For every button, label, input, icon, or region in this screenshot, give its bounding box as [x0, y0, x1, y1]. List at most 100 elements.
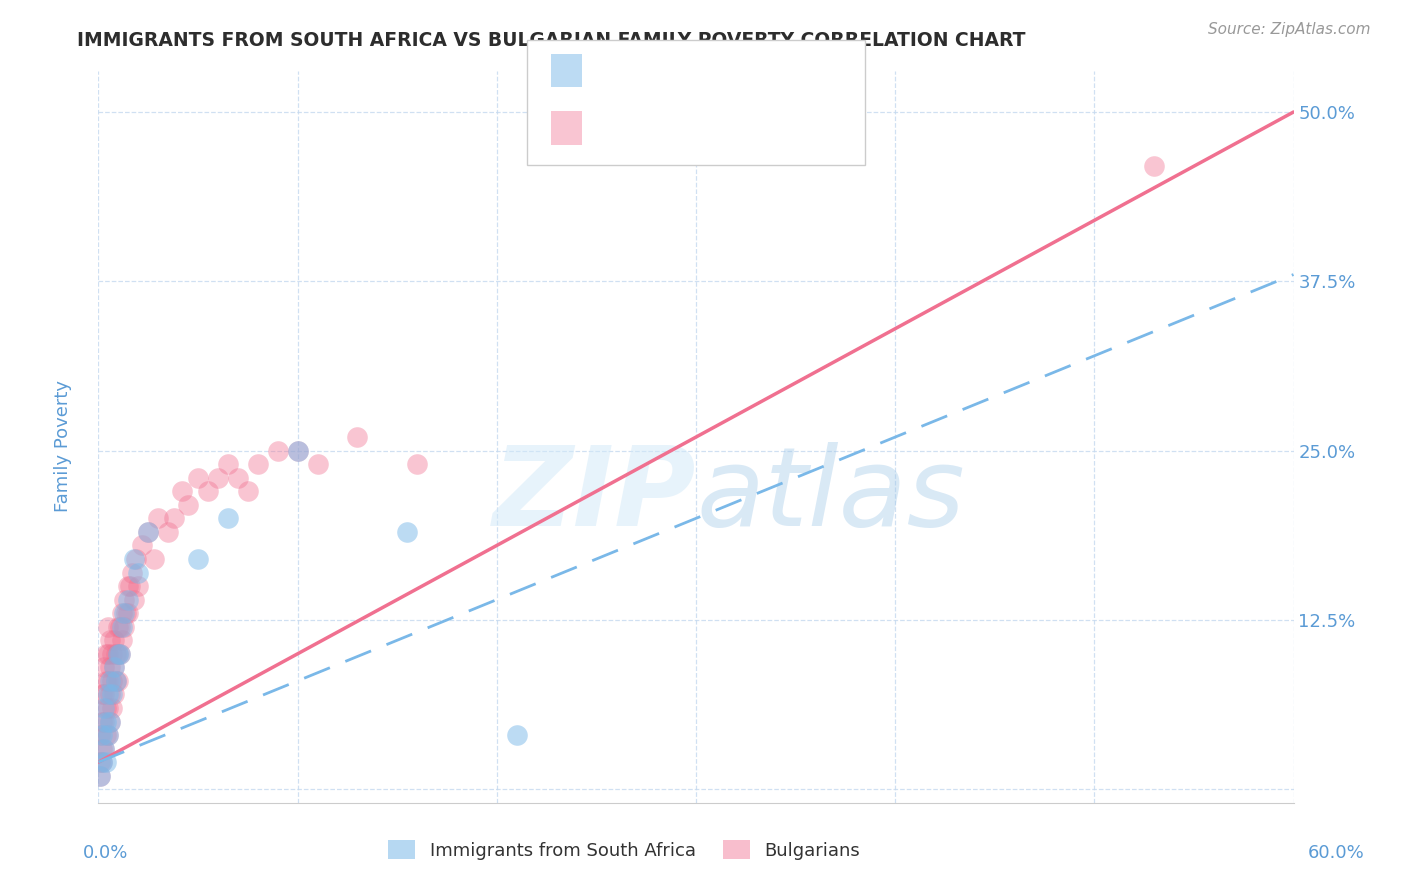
Point — [96, 647, 118, 661]
Point — [187, 552, 209, 566]
Point — [110, 620, 132, 634]
Point — [103, 660, 125, 674]
Point — [98, 688, 122, 702]
Point — [120, 579, 142, 593]
Point — [112, 606, 135, 620]
Point — [396, 524, 419, 539]
Point — [98, 633, 122, 648]
Point — [125, 552, 148, 566]
Point — [89, 728, 111, 742]
Point — [93, 741, 115, 756]
Point — [89, 769, 111, 783]
Point — [98, 673, 122, 688]
Point — [91, 728, 114, 742]
Text: Source: ZipAtlas.com: Source: ZipAtlas.com — [1208, 22, 1371, 37]
Point — [111, 606, 134, 620]
Point — [207, 471, 229, 485]
Point — [187, 471, 209, 485]
Point — [105, 673, 128, 688]
Point — [112, 592, 135, 607]
Point — [93, 714, 115, 729]
Point — [127, 566, 149, 580]
Point — [89, 755, 111, 769]
Point — [226, 471, 249, 485]
Point — [97, 688, 120, 702]
Point — [124, 552, 146, 566]
Point — [267, 443, 290, 458]
Point — [96, 728, 118, 742]
Text: 0.0%: 0.0% — [83, 844, 128, 862]
Point — [107, 673, 129, 688]
Point — [197, 484, 219, 499]
Text: ZIP: ZIP — [492, 442, 696, 549]
Point — [101, 647, 124, 661]
Point — [112, 620, 135, 634]
Point — [93, 660, 115, 674]
Point — [98, 714, 122, 729]
Point — [346, 430, 368, 444]
Text: R = 0.647    N = 27: R = 0.647 N = 27 — [593, 61, 797, 80]
Point — [96, 673, 118, 688]
Point — [98, 660, 122, 674]
Legend: Immigrants from South Africa, Bulgarians: Immigrants from South Africa, Bulgarians — [381, 833, 868, 867]
Point — [110, 647, 132, 661]
Point — [115, 606, 138, 620]
Point — [1143, 159, 1166, 173]
Point — [101, 673, 124, 688]
Point — [105, 647, 128, 661]
Point — [217, 511, 239, 525]
Point — [97, 673, 120, 688]
Point — [97, 647, 120, 661]
Point — [97, 620, 120, 634]
Point — [287, 443, 309, 458]
Text: atlas: atlas — [696, 442, 965, 549]
Point — [246, 457, 269, 471]
Point — [93, 741, 115, 756]
Point — [91, 755, 114, 769]
Point — [117, 592, 139, 607]
Point — [103, 660, 125, 674]
Point — [101, 688, 124, 702]
Text: Family Poverty: Family Poverty — [55, 380, 72, 512]
Point — [110, 647, 132, 661]
Point — [307, 457, 329, 471]
Point — [177, 498, 200, 512]
Point — [91, 741, 114, 756]
Point — [172, 484, 194, 499]
Point — [97, 701, 120, 715]
Point — [124, 592, 146, 607]
Point — [506, 728, 529, 742]
Point — [93, 701, 115, 715]
Point — [97, 728, 120, 742]
Point — [91, 688, 114, 702]
Point — [148, 511, 170, 525]
Point — [217, 457, 239, 471]
Text: IMMIGRANTS FROM SOUTH AFRICA VS BULGARIAN FAMILY POVERTY CORRELATION CHART: IMMIGRANTS FROM SOUTH AFRICA VS BULGARIA… — [77, 31, 1026, 50]
Point — [117, 606, 139, 620]
Point — [89, 769, 111, 783]
Point — [103, 633, 125, 648]
Text: 60.0%: 60.0% — [1308, 844, 1364, 862]
Point — [93, 688, 115, 702]
Text: R = 0.798    N = 70: R = 0.798 N = 70 — [593, 118, 797, 137]
Point — [143, 552, 166, 566]
Point — [111, 620, 134, 634]
Point — [287, 443, 309, 458]
Point — [406, 457, 429, 471]
Point — [97, 728, 120, 742]
Point — [101, 701, 124, 715]
Point — [107, 647, 129, 661]
Point — [103, 688, 125, 702]
Point — [136, 524, 159, 539]
Point — [107, 647, 129, 661]
Point — [96, 701, 118, 715]
Point — [91, 714, 114, 729]
Point — [163, 511, 186, 525]
Point — [236, 484, 259, 499]
Point — [96, 714, 118, 729]
Point — [117, 579, 139, 593]
Point — [107, 620, 129, 634]
Point — [157, 524, 180, 539]
Point — [131, 538, 153, 552]
Point — [111, 633, 134, 648]
